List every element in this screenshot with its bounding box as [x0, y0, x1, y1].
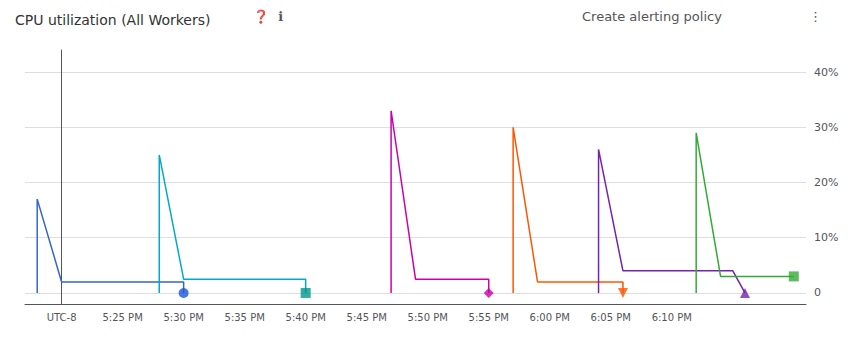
svg-text:Create alerting policy: Create alerting policy: [582, 9, 722, 24]
svg-text:20%: 20%: [814, 176, 838, 189]
svg-text:10%: 10%: [814, 231, 838, 244]
svg-text:6:05 PM: 6:05 PM: [591, 312, 631, 323]
svg-text:30%: 30%: [814, 121, 838, 134]
svg-text:40%: 40%: [814, 66, 838, 79]
svg-text:ℹ: ℹ: [278, 9, 283, 24]
svg-text:5:55 PM: 5:55 PM: [469, 312, 509, 323]
svg-text:UTC-8: UTC-8: [47, 312, 77, 323]
svg-text:CPU utilization (All Workers): CPU utilization (All Workers): [15, 12, 211, 28]
svg-text:5:40 PM: 5:40 PM: [286, 312, 326, 323]
svg-text:0: 0: [814, 286, 821, 299]
svg-text:6:00 PM: 6:00 PM: [530, 312, 570, 323]
svg-text:⋮: ⋮: [809, 9, 822, 24]
svg-text:5:25 PM: 5:25 PM: [102, 312, 142, 323]
svg-text:5:30 PM: 5:30 PM: [163, 312, 203, 323]
svg-text:❓: ❓: [253, 9, 269, 24]
svg-text:5:50 PM: 5:50 PM: [408, 312, 448, 323]
svg-text:5:35 PM: 5:35 PM: [225, 312, 265, 323]
svg-text:6:10 PM: 6:10 PM: [652, 312, 692, 323]
svg-text:5:45 PM: 5:45 PM: [347, 312, 387, 323]
